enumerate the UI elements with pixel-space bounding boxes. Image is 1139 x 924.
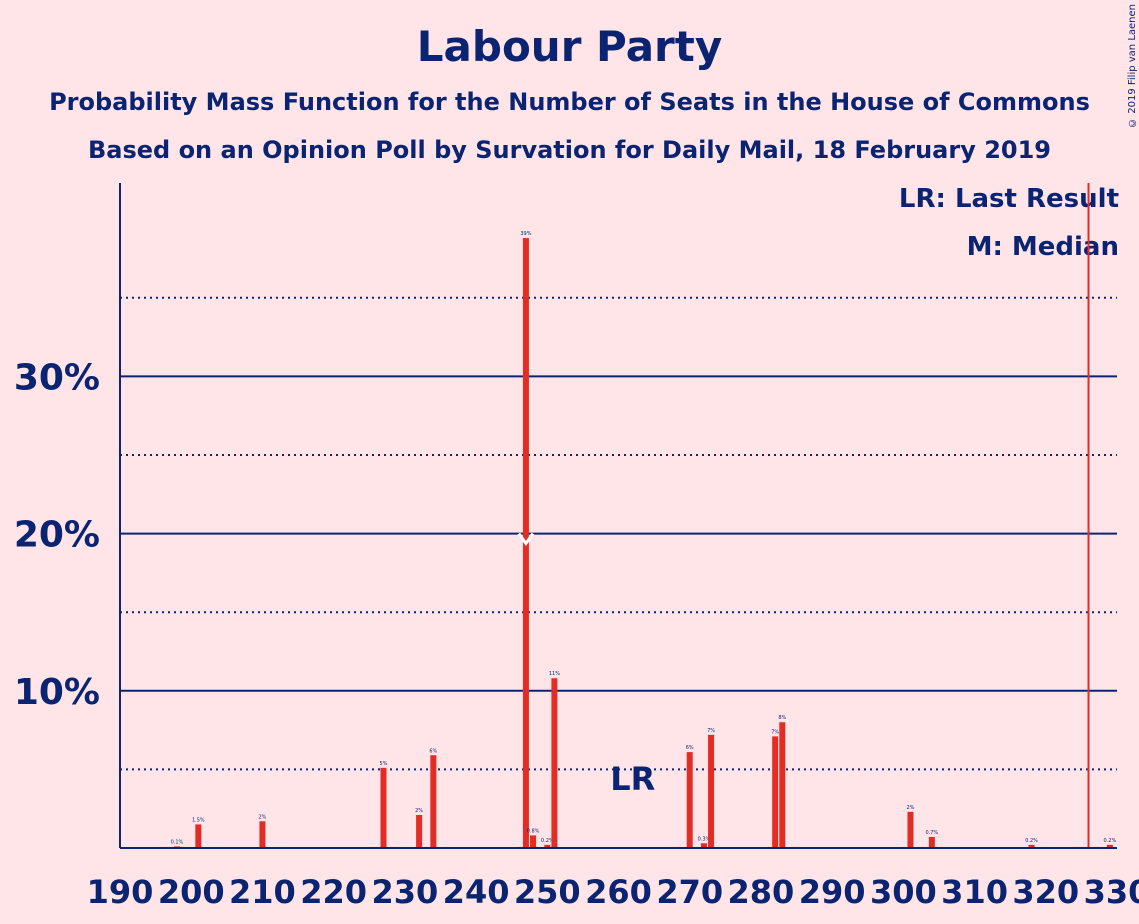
x-tick-label: 220	[300, 873, 367, 911]
bar	[700, 843, 707, 848]
bar-value-label: 6%	[686, 745, 694, 751]
bar	[259, 821, 266, 848]
bar	[1028, 844, 1035, 848]
last-result-label: LR	[610, 760, 655, 798]
bar-value-label: 11%	[549, 671, 560, 677]
chart-subtitle-source: Based on an Opinion Poll by Survation fo…	[87, 136, 1052, 164]
y-tick-label: 30%	[14, 357, 100, 398]
bar	[530, 835, 537, 848]
bar	[772, 736, 779, 848]
bar-value-label: 0.8%	[527, 828, 540, 834]
bar-value-label: 0.7%	[925, 830, 938, 836]
x-tick-label: 260	[585, 873, 652, 911]
bar	[907, 811, 914, 848]
chart-title: Labour Party	[416, 22, 723, 71]
x-tick-label: 190	[87, 873, 154, 911]
y-tick-label: 10%	[14, 672, 100, 713]
bar-value-label: 39%	[520, 231, 531, 237]
x-tick-label: 270	[656, 873, 723, 911]
x-tick-label: 240	[443, 873, 510, 911]
x-tick-label: 210	[229, 873, 296, 911]
bar	[708, 734, 715, 848]
bar-value-label: 6%	[429, 748, 437, 754]
x-tick-label: 280	[728, 873, 795, 911]
bar	[195, 824, 202, 848]
bar-value-label: 0.2%	[541, 838, 554, 844]
bar-value-label: 0.2%	[1104, 838, 1117, 844]
bar-value-label: 0.3%	[698, 836, 711, 842]
bar-value-label: 5%	[380, 761, 388, 767]
bar	[551, 678, 558, 848]
bar	[779, 722, 786, 848]
legend-last-result: LR: Last Result	[898, 184, 1119, 214]
bar-value-label: 0.2%	[1025, 838, 1038, 844]
bar-value-label: 8%	[778, 715, 786, 721]
bar-value-label: 7%	[771, 729, 779, 735]
x-tick-label: 330	[1084, 873, 1139, 911]
bar	[430, 755, 437, 848]
bar-value-label: 7%	[707, 728, 715, 734]
bar-value-label: 1.5%	[192, 817, 205, 823]
bar-value-label: 2%	[907, 805, 915, 811]
median-marker	[517, 532, 535, 547]
bar	[928, 836, 935, 848]
x-tick-label: 310	[941, 873, 1008, 911]
chart-subtitle: Probability Mass Function for the Number…	[49, 88, 1090, 116]
x-tick-label: 290	[799, 873, 866, 911]
x-tick-label: 230	[371, 873, 438, 911]
bar-value-label: 2%	[258, 814, 266, 820]
x-tick-label: 200	[158, 873, 225, 911]
legend-median: M: Median	[966, 232, 1119, 262]
y-tick-label: 20%	[14, 515, 100, 556]
x-tick-label: 320	[1012, 873, 1079, 911]
bar	[380, 767, 387, 848]
x-tick-label: 300	[870, 873, 937, 911]
bar	[686, 752, 693, 848]
bar	[544, 844, 551, 848]
x-tick-label: 250	[514, 873, 581, 911]
bar-value-label: 0.1%	[171, 839, 184, 845]
bar	[1106, 844, 1113, 848]
bar	[416, 814, 423, 848]
bar-value-label: 2%	[415, 808, 423, 814]
